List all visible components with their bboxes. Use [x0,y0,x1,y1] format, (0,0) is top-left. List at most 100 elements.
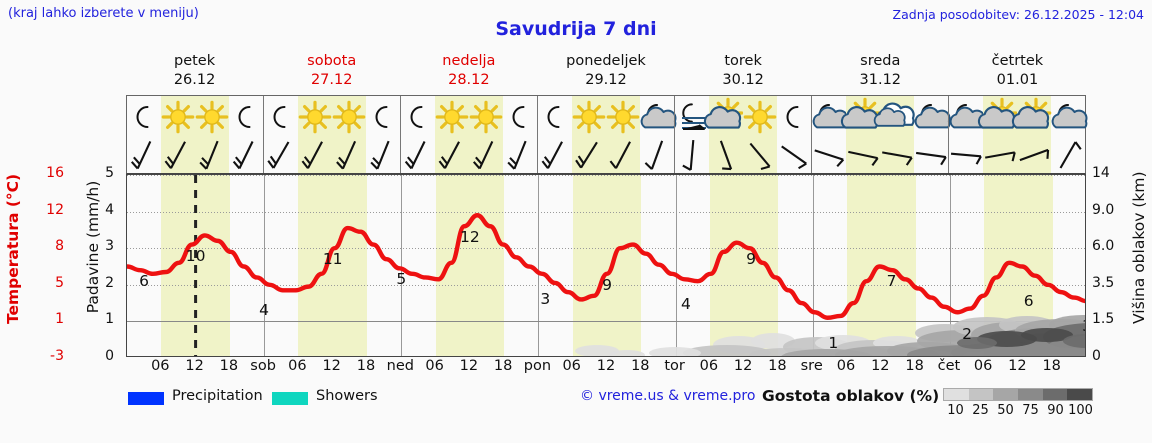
day-date: 01.01 [996,72,1039,88]
wind-barb-9 [435,137,469,173]
prec-tick-4: 1 [105,311,114,328]
moon-icon [777,100,811,134]
colorbar-tick-4: 90 [1047,403,1064,418]
day-date: 29.12 [585,72,627,88]
weather-icon-cell-18 [743,96,777,137]
wind-barb-8 [400,137,435,173]
temp-label-1: 10 [185,246,206,265]
cloud-density-colorbar [943,388,1093,401]
temp-tick-3: 5 [55,274,64,291]
wind-barb-icon [332,137,366,173]
cloud-density-colorbar-ticks: 10 25 50 75 90 100 [935,403,1110,421]
weather-icon-cell-3 [229,96,263,137]
xtick-25: 12 [1008,358,1027,374]
weather-icon-cell-24 [948,96,986,137]
colorbar-tick-5: 100 [1068,403,1093,418]
weather-icon-cell-13 [572,96,606,137]
wind-barb-icon [298,137,332,173]
temp-label-13: 6 [1023,291,1034,310]
temp-label-9: 9 [746,250,756,269]
wind-barb-17 [709,137,743,173]
wind-barb-12 [537,137,572,173]
day-date: 30.12 [722,72,764,88]
moon-cloud-icon [1051,100,1088,134]
cloud-tick-4: 1.5 [1092,311,1115,328]
wind-barb-24 [948,137,983,173]
temp-tick-0: 16 [46,165,64,181]
prec-tick-3: 2 [105,274,114,291]
xtick-3: sob [250,358,276,374]
weather-icon-cell-25 [977,96,1018,137]
wind-barb-3 [229,137,263,173]
wind-barb-icon [812,137,846,173]
wind-barb-7 [366,137,400,173]
sun-icon [298,100,332,134]
xtick-10: 18 [493,358,513,374]
temp-label-11: 7 [886,272,897,291]
wind-barb-18 [743,137,777,173]
wind-barb-icon [161,137,195,173]
day-header-5: sreda 31.12 [812,52,949,92]
colorbar-step-1 [968,389,994,400]
xtick-22: 18 [905,358,924,374]
location-menu-hint[interactable]: (kraj lahko izberete v meniju) [8,6,199,21]
weather-icon-cell-0 [127,96,161,137]
weather-icon-cell-16 [674,96,709,137]
last-updated: Zadnja posodobitev: 26.12.2025 - 12:04 [892,7,1144,22]
chart-legend: Precipitation Showers © vreme.us & vreme… [0,386,1152,426]
xtick-16: 06 [699,358,719,374]
moon-icon [127,100,161,134]
day-header-2: nedelja 28.12 [400,52,537,92]
day-name: četrtek [991,53,1044,69]
colorbar-tick-3: 75 [1022,403,1039,418]
day-header-6: četrtek 01.01 [949,52,1086,92]
weather-icon-cell-20 [811,96,849,137]
colorbar-tick-0: 10 [947,403,964,418]
wind-barb-band [126,137,1086,174]
wind-barb-4 [263,137,298,173]
temp-label-6: 3 [540,289,551,308]
moon-icon [229,100,263,134]
sun-cloud-icon [1011,97,1052,134]
prec-tick-1: 4 [105,201,114,218]
temp-label-8: 4 [680,295,691,314]
wind-barb-26 [1017,137,1051,173]
xtick-12: 06 [562,358,581,374]
xtick-9: 12 [459,358,479,374]
day-date: 28.12 [448,72,490,88]
temp-label-3: 11 [322,250,343,269]
xtick-20: 06 [836,358,856,374]
sun-icon [606,100,640,134]
sun-icon [161,100,195,134]
temp-label-12: 2 [962,324,972,343]
wind-barb-icon [401,137,435,173]
temp-tick-2: 8 [55,238,64,255]
weather-icon-cell-23 [914,96,951,137]
precipitation-swatch [128,392,164,405]
xtick-4: 06 [288,358,307,374]
weather-icon-cell-2 [195,96,229,137]
colorbar-step-0 [944,389,969,400]
wind-barb-14 [606,137,640,173]
wind-barb-icon [572,137,606,173]
wind-barb-23 [914,137,948,173]
day-header-0: petek 26.12 [126,52,263,92]
cloud-density-raster [575,315,1085,356]
day-date: 31.12 [859,72,902,88]
moon-icon [401,100,435,134]
credit-link[interactable]: © vreme.us & vreme.pro [580,388,756,404]
weather-icon-cell-4 [263,96,298,137]
wind-barb-21 [846,137,880,173]
temp-tick-5: -3 [50,348,64,364]
weather-icon-cell-1 [161,96,195,137]
day-header-1: sobota 27.12 [263,52,400,92]
day-date: 26.12 [173,72,216,88]
wind-barb-icon [777,137,811,173]
sun-cloud-icon [703,97,744,134]
weather-icon-cell-22 [873,96,915,137]
wind-barb-icon [503,137,537,173]
colorbar-step-3 [1018,389,1043,400]
precipitation-legend-label: Precipitation [172,388,263,404]
weather-icon-cell-21 [840,96,881,137]
